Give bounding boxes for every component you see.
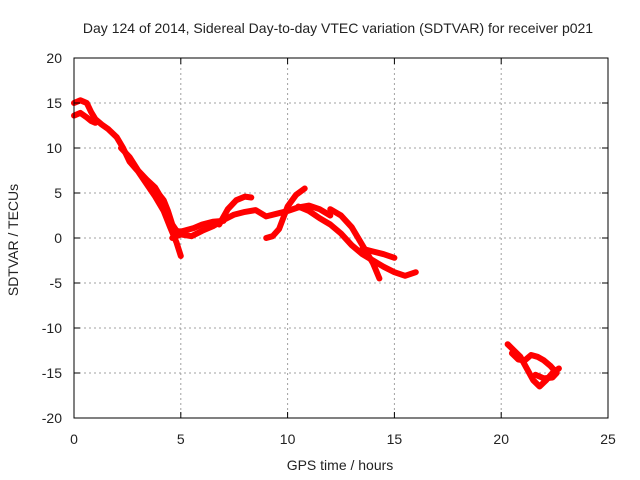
series-sat-track-b [71,109,99,126]
series-sat-track-g [295,203,419,279]
y-tick-label: 20 [46,50,62,66]
x-tick-label: 20 [493,431,509,447]
y-tick-label: -10 [42,320,62,336]
x-tick-label: 25 [600,431,616,447]
y-tick-label: -5 [50,275,63,291]
y-tick-label: 15 [46,95,62,111]
x-tick-label: 5 [177,431,185,447]
series-sat-track-k [508,350,560,382]
y-tick-label: 0 [54,230,62,246]
x-axis-label: GPS time / hours [287,457,394,473]
ticks [73,57,609,419]
series-sat-track-c [118,145,227,235]
tick-labels: 0 5 10 15 20 25 20 15 10 5 0 -5 -10 -15 -20 [42,50,616,447]
series-layer [71,97,562,390]
series-sat-track-i [359,245,398,261]
x-tick-label: 10 [280,431,296,447]
chart-title: Day 124 of 2014, Sidereal Day-to-day VTE… [83,20,593,36]
y-tick-label: 5 [54,185,62,201]
y-tick-label: -15 [42,365,62,381]
series-sat-track-e [216,193,255,228]
series-sat-track-h [327,206,383,282]
y-axis-label: SDTVAR / TECUs [5,184,21,296]
y-tick-label: -20 [42,410,62,426]
x-tick-label: 15 [387,431,403,447]
x-tick-label: 0 [70,431,78,447]
grid-lines [74,58,608,418]
series-sat-track-f [263,185,308,241]
y-tick-label: 10 [46,140,62,156]
